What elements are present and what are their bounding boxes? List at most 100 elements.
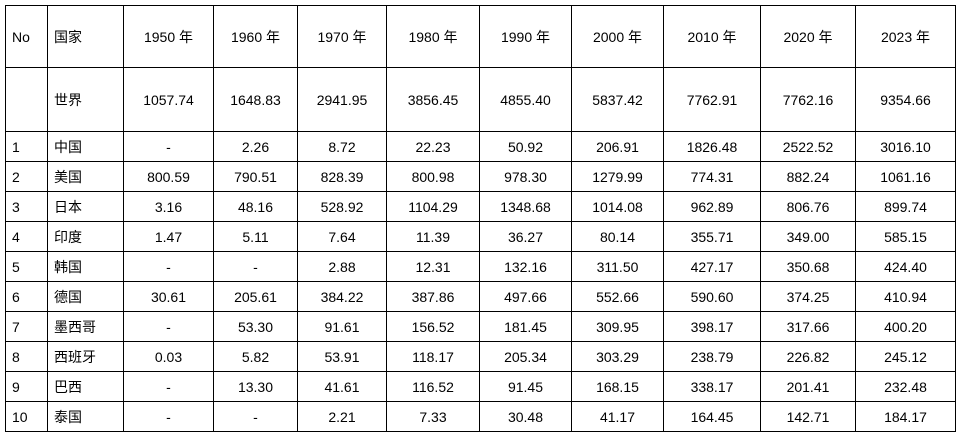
value-cell: 4855.40 — [479, 67, 572, 132]
value-cell: 585.15 — [855, 221, 956, 252]
value-cell: 349.00 — [760, 221, 856, 252]
value-cell: 184.17 — [855, 401, 956, 432]
value-cell: 30.61 — [123, 281, 214, 312]
value-cell: 774.31 — [663, 161, 761, 192]
country-name: 墨西哥 — [47, 311, 124, 342]
value-cell: 50.92 — [479, 131, 572, 162]
value-cell: 0.03 — [123, 341, 214, 372]
value-cell: 7762.16 — [760, 67, 856, 132]
value-cell: 899.74 — [855, 191, 956, 222]
value-cell: 7.64 — [297, 221, 387, 252]
country-name: 日本 — [47, 191, 124, 222]
table-row: No 国家 1950 年 1960 年 1970 年 1980 年 1990 年 2000 年… — [5, 5, 956, 68]
value-cell: 5.11 — [213, 221, 298, 252]
row-number: 1 — [5, 131, 48, 162]
value-cell: 398.17 — [663, 311, 761, 342]
value-cell: 168.15 — [571, 371, 664, 402]
value-cell: 2522.52 — [760, 131, 856, 162]
value-cell: 41.17 — [571, 401, 664, 432]
value-cell: - — [213, 401, 298, 432]
header-cell: 1950 年 — [123, 5, 214, 68]
row-number: 4 — [5, 221, 48, 252]
value-cell: 2.21 — [297, 401, 387, 432]
country-name: 泰国 — [47, 401, 124, 432]
row-number: 10 — [5, 401, 48, 432]
value-cell: 552.66 — [571, 281, 664, 312]
header-cell: 1990 年 — [479, 5, 572, 68]
value-cell: 48.16 — [213, 191, 298, 222]
row-number: 7 — [5, 311, 48, 342]
row-number: 9 — [5, 371, 48, 402]
value-cell: 5837.42 — [571, 67, 664, 132]
value-cell: 13.30 — [213, 371, 298, 402]
value-cell: 22.23 — [386, 131, 480, 162]
header-cell: 1960 年 — [213, 5, 298, 68]
value-cell: 30.48 — [479, 401, 572, 432]
country-name: 美国 — [47, 161, 124, 192]
value-cell: 790.51 — [213, 161, 298, 192]
value-cell: 962.89 — [663, 191, 761, 222]
value-cell: 410.94 — [855, 281, 956, 312]
value-cell: 205.61 — [213, 281, 298, 312]
value-cell: 206.91 — [571, 131, 664, 162]
value-cell: 882.24 — [760, 161, 856, 192]
value-cell: 1348.68 — [479, 191, 572, 222]
value-cell: 3.16 — [123, 191, 214, 222]
value-cell: 7.33 — [386, 401, 480, 432]
value-cell: 91.45 — [479, 371, 572, 402]
value-cell: 1.47 — [123, 221, 214, 252]
value-cell: 1826.48 — [663, 131, 761, 162]
value-cell: 1061.16 — [855, 161, 956, 192]
row-number: 8 — [5, 341, 48, 372]
header-cell: 1970 年 — [297, 5, 387, 68]
value-cell: 424.40 — [855, 251, 956, 282]
value-cell: 118.17 — [386, 341, 480, 372]
value-cell: 5.82 — [213, 341, 298, 372]
value-cell: 116.52 — [386, 371, 480, 402]
value-cell: 374.25 — [760, 281, 856, 312]
value-cell: 36.27 — [479, 221, 572, 252]
header-cell: No — [5, 5, 48, 68]
table-row: 5 韩国 - -2.88 12.31 132.16 311.50 427.17 350.68 42… — [5, 251, 956, 282]
country-name: 韩国 — [47, 251, 124, 282]
country-name: 巴西 — [47, 371, 124, 402]
header-cell: 2000 年 — [571, 5, 664, 68]
header-cell: 国家 — [47, 5, 124, 68]
row-number: 6 — [5, 281, 48, 312]
value-cell: 350.68 — [760, 251, 856, 282]
table-row: 1 中国 -2.26 8.72 22.23 50.92 206.91 1826.48 2522.… — [5, 131, 956, 162]
value-cell: 12.31 — [386, 251, 480, 282]
row-number — [5, 67, 48, 132]
header-cell: 1980 年 — [386, 5, 480, 68]
value-cell: 201.41 — [760, 371, 856, 402]
value-cell: 384.22 — [297, 281, 387, 312]
value-cell: 427.17 — [663, 251, 761, 282]
value-cell: 800.98 — [386, 161, 480, 192]
value-cell: 400.20 — [855, 311, 956, 342]
country-name: 印度 — [47, 221, 124, 252]
value-cell: 387.86 — [386, 281, 480, 312]
table-row: 4 印度 1.47 5.11 7.64 11.39 36.27 80.14 355.71 349.… — [5, 221, 956, 252]
value-cell: 53.91 — [297, 341, 387, 372]
value-cell: 132.16 — [479, 251, 572, 282]
value-cell: - — [123, 371, 214, 402]
value-cell: 497.66 — [479, 281, 572, 312]
value-cell: 245.12 — [855, 341, 956, 372]
header-cell: 2020 年 — [760, 5, 856, 68]
country-name: 世界 — [47, 67, 124, 132]
value-cell: 2.26 — [213, 131, 298, 162]
value-cell: 142.71 — [760, 401, 856, 432]
value-cell: 9354.66 — [855, 67, 956, 132]
value-cell: 2941.95 — [297, 67, 387, 132]
value-cell: 226.82 — [760, 341, 856, 372]
value-cell: 1648.83 — [213, 67, 298, 132]
value-cell: 205.34 — [479, 341, 572, 372]
value-cell: - — [123, 251, 214, 282]
value-cell: 590.60 — [663, 281, 761, 312]
value-cell: - — [123, 131, 214, 162]
value-cell: 41.61 — [297, 371, 387, 402]
value-cell: 238.79 — [663, 341, 761, 372]
value-cell: 338.17 — [663, 371, 761, 402]
value-cell: 53.30 — [213, 311, 298, 342]
